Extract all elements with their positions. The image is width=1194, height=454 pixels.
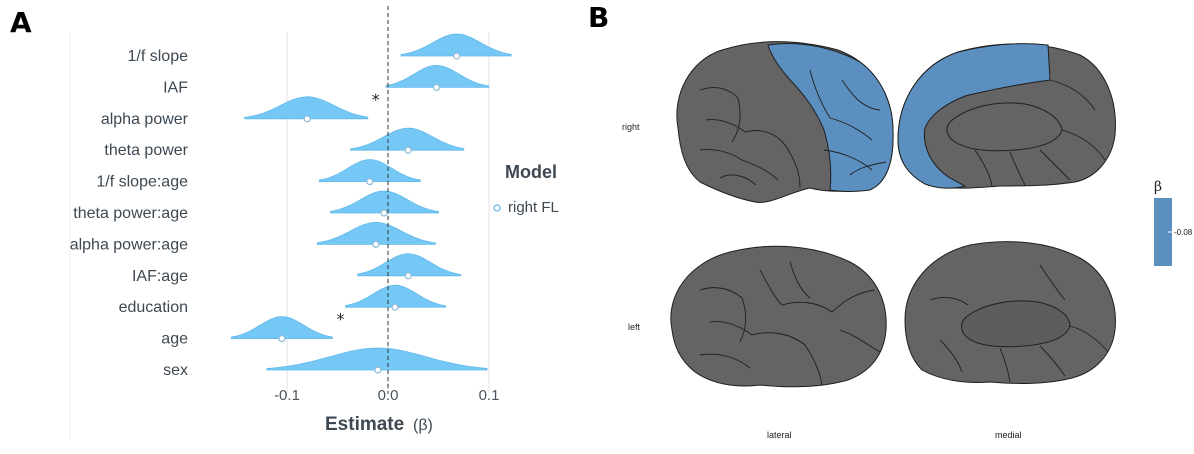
colorbar: β -0.08	[1154, 179, 1193, 266]
x-tick-label-2: 0.1	[479, 387, 500, 404]
density-series	[231, 33, 512, 371]
legend-key-0	[493, 204, 501, 212]
row-label-right: right	[622, 122, 640, 132]
colorbar-tick-label: -0.08	[1174, 228, 1193, 237]
estimate-point-2	[303, 115, 311, 123]
brain-parcel-lines-right-lateral	[699, 69, 887, 189]
brain-parcel-lines-right-medial	[974, 79, 1106, 187]
brain-callosum-left	[961, 300, 1071, 348]
row-label-left: left	[628, 322, 641, 332]
category-label-6: alpha power:age	[70, 236, 188, 253]
density-7	[357, 253, 462, 277]
density-3	[350, 127, 465, 151]
x-axis-title-unit: (β)	[413, 417, 433, 434]
x-axis-title-text: Estimate	[325, 414, 404, 435]
estimate-point-7	[404, 272, 412, 280]
estimate-point-9	[278, 335, 286, 343]
estimate-point-10	[374, 366, 382, 374]
colorbar-swatch	[1154, 198, 1172, 266]
brain-right-medial	[897, 43, 1116, 189]
significance-markers: **	[336, 90, 379, 329]
colorbar-title: β	[1154, 179, 1162, 195]
x-axis-title: Estimate (β)	[325, 414, 433, 435]
estimate-point-0	[453, 52, 461, 60]
panel-b-label: B	[588, 1, 609, 34]
brain-left-medial	[904, 241, 1116, 384]
legend-title: Model	[505, 162, 557, 182]
significance-star-9: *	[336, 310, 344, 329]
estimate-point-3	[404, 146, 412, 154]
density-2	[244, 96, 369, 120]
density-10	[266, 347, 488, 371]
category-label-2: alpha power	[101, 111, 189, 128]
category-label-9: age	[161, 331, 188, 348]
x-tick-label-0: -0.1	[274, 387, 300, 404]
category-label-4: 1/f slope:age	[96, 174, 188, 191]
x-tick-label-1: 0.0	[378, 387, 399, 404]
density-9	[231, 316, 333, 339]
brain-surface-left-lateral	[670, 245, 887, 388]
brain-right-lateral	[676, 41, 894, 203]
category-label-3: theta power	[104, 142, 188, 159]
category-label-5: theta power:age	[73, 205, 188, 222]
estimate-point-6	[372, 240, 380, 248]
panel-a-label: A	[10, 6, 32, 39]
category-label-1: IAF	[163, 79, 188, 96]
density-8	[345, 284, 446, 308]
legend-items: right FL	[493, 199, 559, 216]
category-label-8: education	[119, 299, 188, 316]
density-1	[385, 65, 490, 88]
estimate-point-4	[366, 178, 374, 186]
brain-surface-maps: right left lateral medial β -0.08	[622, 41, 1193, 440]
estimate-point-5	[380, 209, 388, 217]
x-tick-labels: -0.1 0.0 0.1	[274, 387, 499, 404]
density-0	[400, 33, 512, 57]
brain-callosum-right	[946, 102, 1063, 152]
estimate-point-1	[432, 83, 441, 92]
significance-star-2: *	[372, 90, 380, 109]
col-label-medial: medial	[995, 430, 1022, 440]
estimate-points	[278, 52, 461, 374]
brain-left-lateral	[670, 245, 887, 388]
category-label-10: sex	[163, 362, 188, 379]
brain-parcel-lines-left-lateral	[699, 261, 881, 386]
density-5	[330, 190, 439, 214]
brain-parcel-lines-left-medial	[929, 264, 1109, 383]
brain-region-right-frontal	[767, 43, 894, 192]
density-6	[316, 221, 436, 245]
category-label-0: 1/f slope	[128, 48, 189, 65]
category-label-7: IAF:age	[132, 268, 188, 285]
brain-region-right-medial-frontal	[897, 43, 1051, 189]
col-label-lateral: lateral	[767, 430, 792, 440]
estimate-point-8	[391, 303, 399, 311]
density-4	[318, 159, 421, 182]
category-labels: 1/f slope IAF alpha power theta power 1/f sl…	[70, 48, 189, 379]
legend: Model right FL	[493, 162, 559, 216]
legend-item-label-0: right FL	[508, 199, 559, 216]
